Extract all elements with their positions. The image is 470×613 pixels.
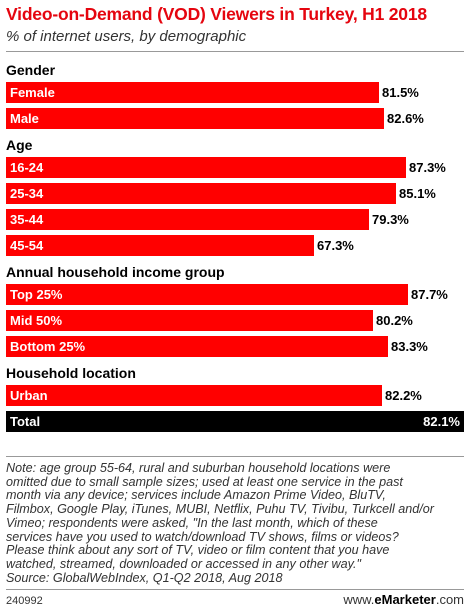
bar-label: Top 25% — [10, 287, 63, 302]
note-line: Note: age group 55-64, rural and suburba… — [6, 461, 391, 475]
bar-label: 25-34 — [10, 186, 44, 201]
bar — [6, 108, 384, 129]
chart-title: Video-on-Demand (VOD) Viewers in Turkey,… — [6, 4, 427, 24]
top-rule — [6, 51, 464, 52]
data-label: 87.3% — [409, 160, 446, 175]
data-label: 81.5% — [382, 85, 419, 100]
note-line: watched, streamed, downloaded or accesse… — [6, 556, 361, 571]
bar-label: Bottom 25% — [10, 339, 86, 354]
data-label: 80.2% — [376, 313, 413, 328]
footer-rule — [6, 589, 464, 590]
bar — [6, 82, 379, 103]
note-line: month via any device; services include A… — [6, 488, 386, 503]
brand-name: eMarketer — [374, 592, 436, 607]
group-heading: Annual household income group — [6, 264, 225, 280]
bar-label: Mid 50% — [10, 313, 62, 328]
bar-label: Male — [10, 111, 39, 126]
chart-note: Note: age group 55-64, rural and suburba… — [6, 461, 464, 585]
data-label: 87.7% — [411, 287, 448, 302]
brand-suffix: .com — [435, 592, 464, 607]
group-heading: Age — [6, 137, 33, 153]
note-line: omitted due to small sample sizes; used … — [6, 474, 403, 489]
source-line: Source: GlobalWebIndex, Q1-Q2 2018, Aug … — [6, 570, 283, 585]
group-heading: Household location — [6, 365, 136, 381]
chart-id: 240992 — [6, 595, 43, 607]
bar-label: 45-54 — [10, 238, 44, 253]
data-label: 82.1% — [423, 414, 460, 429]
brand-prefix: www. — [343, 592, 375, 607]
note-line: Vimeo; respondents were asked, "In the l… — [6, 515, 378, 530]
bar — [6, 183, 396, 204]
data-label: 83.3% — [391, 339, 428, 354]
data-label: 82.6% — [387, 111, 424, 126]
total-bar — [6, 411, 464, 432]
group-heading: Gender — [6, 62, 56, 78]
bar — [6, 385, 382, 406]
bar-label: Female — [10, 85, 55, 100]
bar — [6, 209, 369, 230]
bar — [6, 336, 388, 357]
note-line: Filmbox, Google Play, iTunes, MUBI, Netf… — [6, 502, 434, 517]
data-label: 79.3% — [372, 212, 409, 227]
bar — [6, 310, 373, 331]
note-line: services have you used to watch/download… — [6, 529, 399, 544]
bar-label: 16-24 — [10, 160, 44, 175]
bar-label: Total — [10, 414, 40, 429]
data-label: 85.1% — [399, 186, 436, 201]
data-label: 67.3% — [317, 238, 354, 253]
bar — [6, 157, 406, 178]
bar-label: 35-44 — [10, 212, 44, 227]
chart-subtitle: % of internet users, by demographic — [6, 28, 247, 45]
bar-label: Urban — [10, 388, 48, 403]
note-line: Please think about any sort of TV, video… — [6, 543, 390, 558]
bar — [6, 235, 314, 256]
bar — [6, 284, 408, 305]
brand-logo: www.eMarketer.com — [343, 592, 464, 607]
data-label: 82.2% — [385, 388, 422, 403]
note-rule — [6, 456, 464, 457]
